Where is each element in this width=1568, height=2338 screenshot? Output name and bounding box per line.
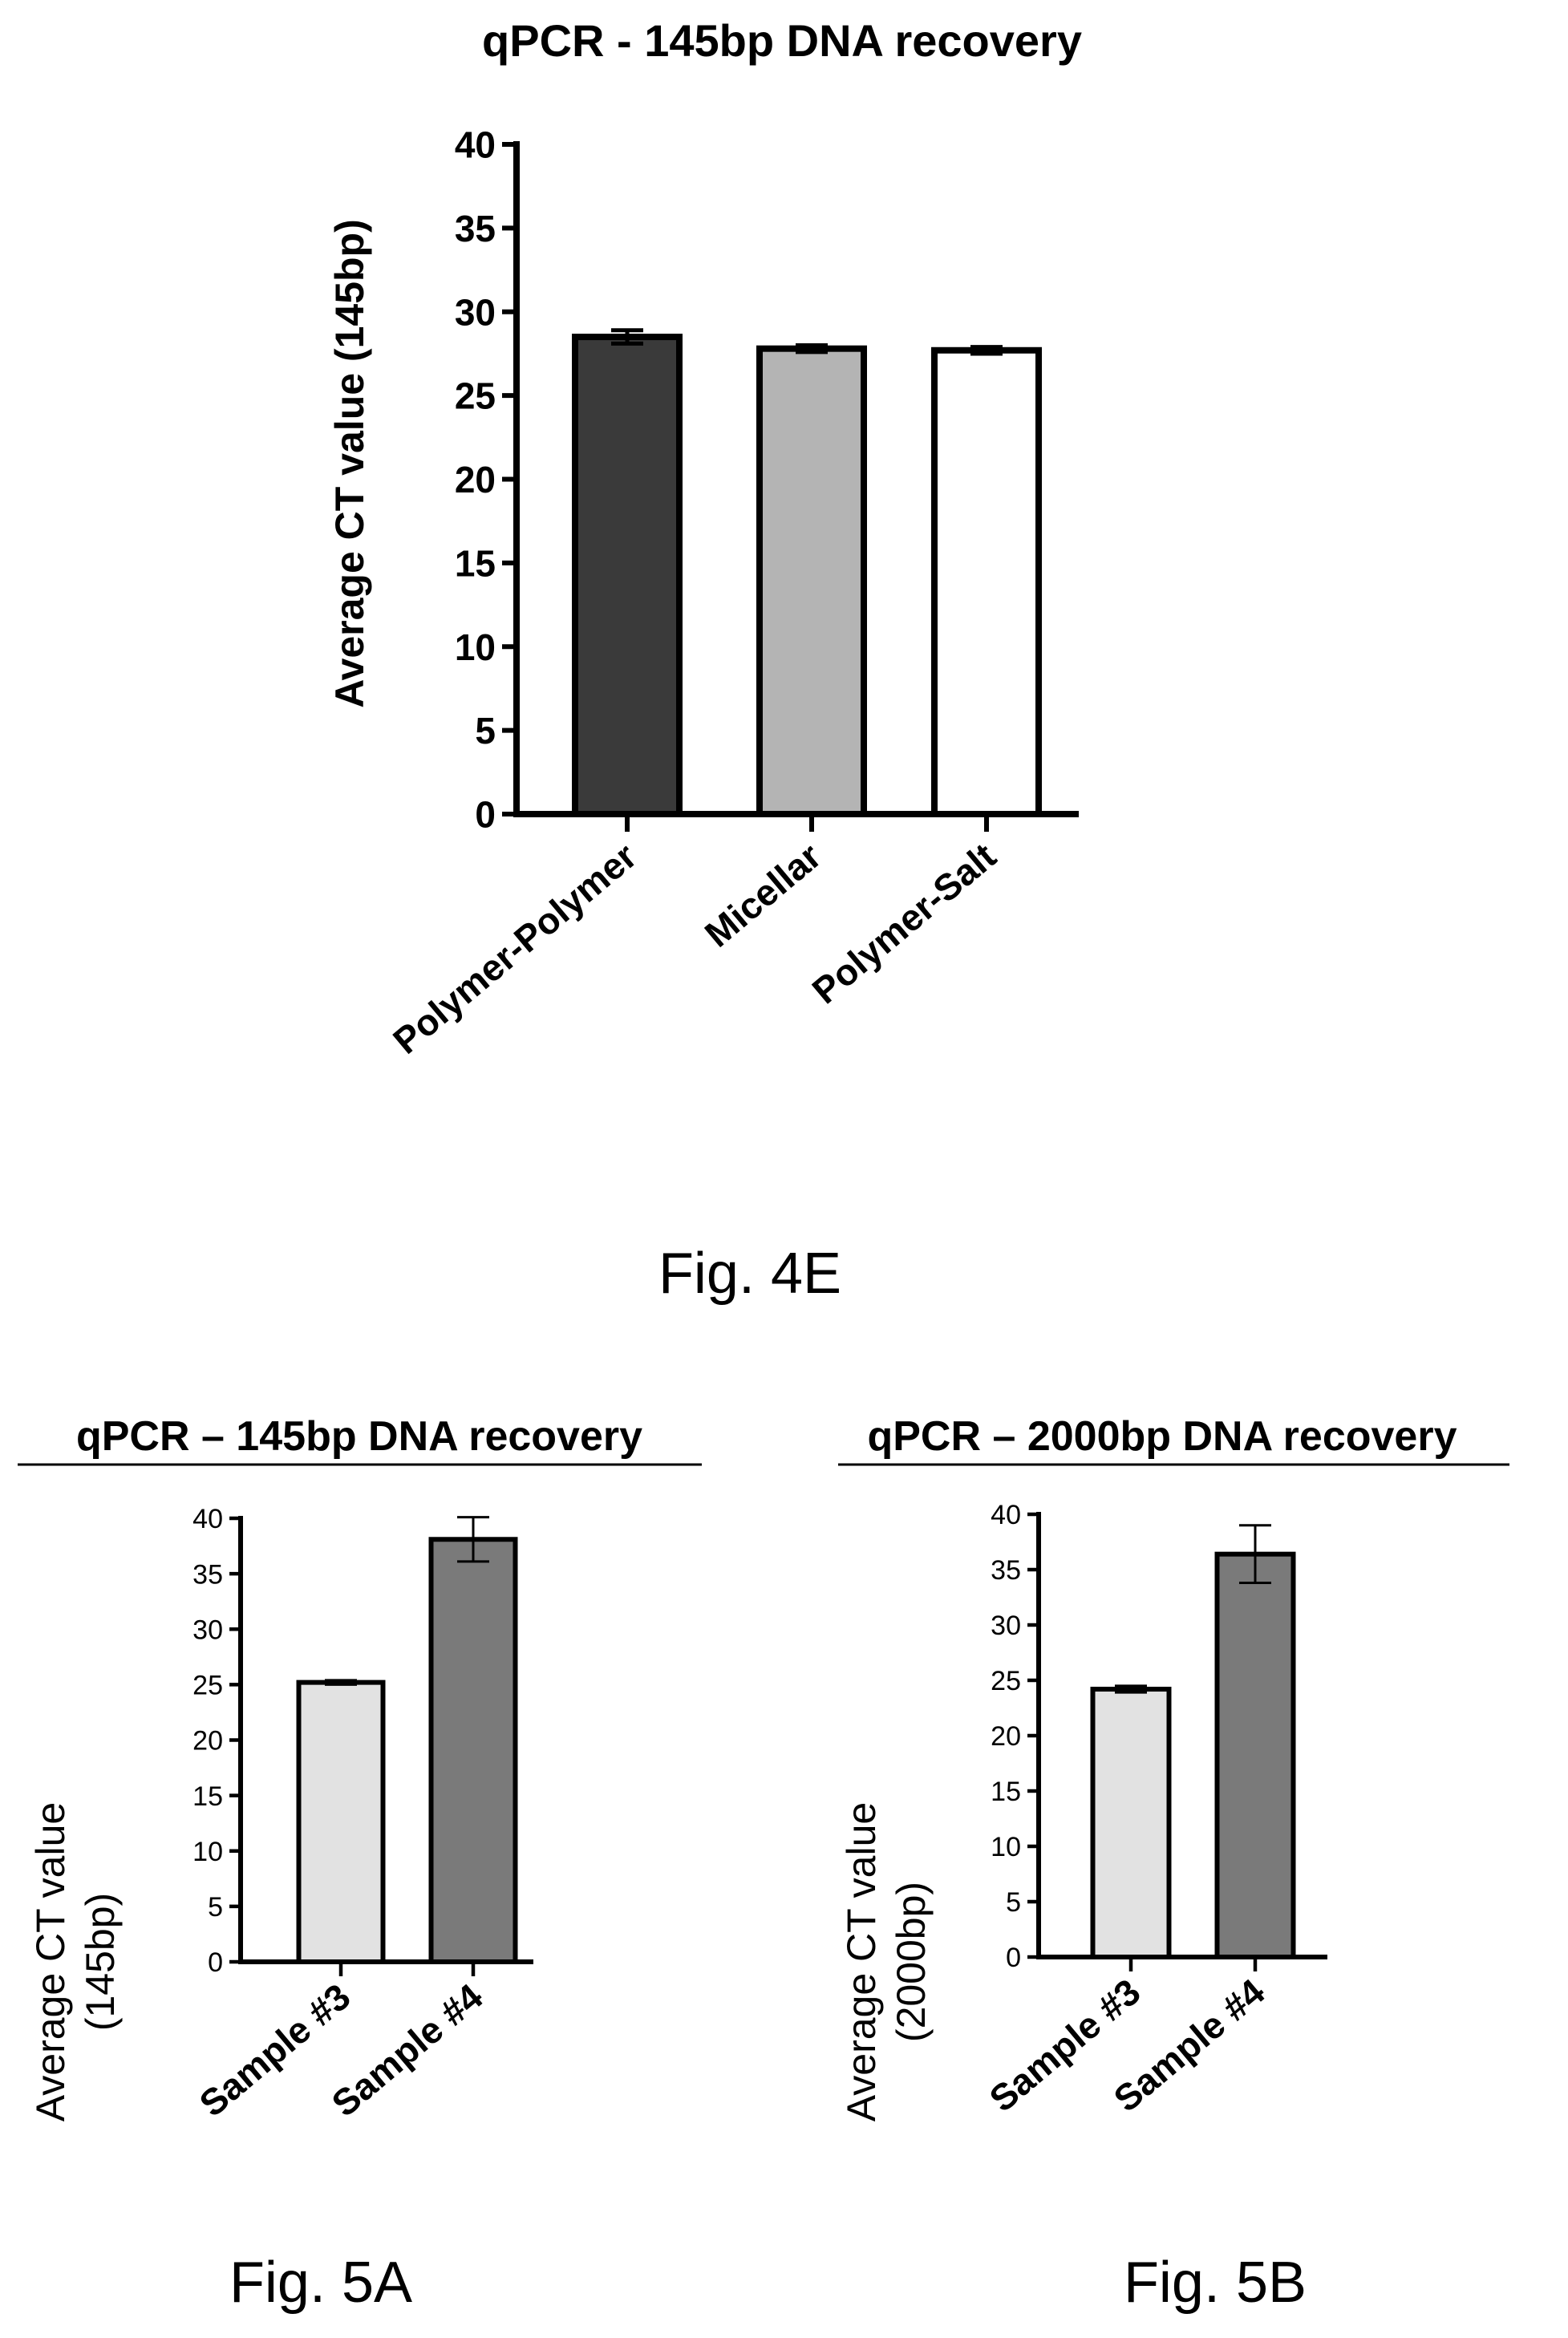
y-axis-label: Average CT value (2000bp) xyxy=(839,1802,934,2121)
y-tick-label: 30 xyxy=(991,1611,1021,1641)
y-tick-label: 10 xyxy=(991,1832,1021,1862)
y-tick-label: 30 xyxy=(192,1615,223,1645)
y-tick-label: 25 xyxy=(192,1671,223,1701)
y-tick-label: 0 xyxy=(208,1947,223,1978)
y-tick-label: 40 xyxy=(455,124,496,166)
y-tick-label: 40 xyxy=(991,1500,1021,1530)
x-tick-label: Polymer-Polymer xyxy=(385,835,644,1062)
chart-title: qPCR – 145bp DNA recovery xyxy=(76,1413,642,1460)
bar-sample-3 xyxy=(1090,1687,1172,1960)
y-tick-label: 35 xyxy=(455,208,496,249)
chart-fig-4e: qPCR - 145bp DNA recovery Average CT val… xyxy=(327,15,1082,1306)
y-tick-label: 35 xyxy=(192,1559,223,1590)
y-tick-label: 5 xyxy=(208,1892,223,1923)
x-tick-label: Polymer-Salt xyxy=(804,835,1004,1012)
y-tick-label: 25 xyxy=(455,375,496,417)
y-axis-label-line-2: (2000bp) xyxy=(889,1882,934,2042)
y-tick-label: 20 xyxy=(991,1721,1021,1752)
chart-fig-5b: qPCR – 2000bp DNA recovery Average CT va… xyxy=(838,1413,1509,2315)
figure-caption: Fig. 5A xyxy=(229,2251,412,2315)
y-tick-label: 5 xyxy=(1006,1887,1021,1918)
bar-sample-4 xyxy=(1214,1551,1296,1960)
x-tick-label: Micellar xyxy=(697,835,829,955)
y-axis-label-line-1: Average CT value xyxy=(28,1802,73,2121)
y-tick-label: 30 xyxy=(455,291,496,333)
chart-title: qPCR – 2000bp DNA recovery xyxy=(867,1413,1457,1460)
y-tick-label: 15 xyxy=(455,542,496,584)
bar-polymer-polymer xyxy=(572,334,683,817)
y-axis-label-line-2: (145bp) xyxy=(78,1893,123,2031)
y-tick-label: 15 xyxy=(192,1781,223,1812)
y-tick-label: 35 xyxy=(991,1555,1021,1586)
figure-caption: Fig. 4E xyxy=(658,1242,841,1306)
bar-sample-4 xyxy=(428,1537,518,1964)
y-tick-label: 10 xyxy=(192,1837,223,1867)
y-tick-label: 40 xyxy=(192,1504,223,1534)
y-axis-label-line-1: Average CT value xyxy=(839,1802,884,2121)
chart-title: qPCR - 145bp DNA recovery xyxy=(482,15,1082,66)
y-axis-label: Average CT value (145bp) xyxy=(327,219,372,707)
chart-fig-5a: qPCR – 145bp DNA recovery Average CT val… xyxy=(18,1413,702,2315)
y-tick-label: 20 xyxy=(455,459,496,500)
y-tick-label: 10 xyxy=(455,626,496,668)
bar-sample-3 xyxy=(296,1680,386,1965)
y-tick-label: 25 xyxy=(991,1666,1021,1696)
bar-micellar xyxy=(756,345,867,817)
y-tick-label: 0 xyxy=(1006,1943,1021,1973)
y-axis-label: Average CT value (145bp) xyxy=(28,1802,123,2121)
y-tick-label: 20 xyxy=(192,1726,223,1757)
y-tick-label: 5 xyxy=(475,710,496,752)
y-tick-label: 0 xyxy=(475,794,496,836)
bar-polymer-salt xyxy=(931,346,1042,817)
figure-caption: Fig. 5B xyxy=(1124,2251,1307,2315)
y-tick-label: 15 xyxy=(991,1777,1021,1807)
